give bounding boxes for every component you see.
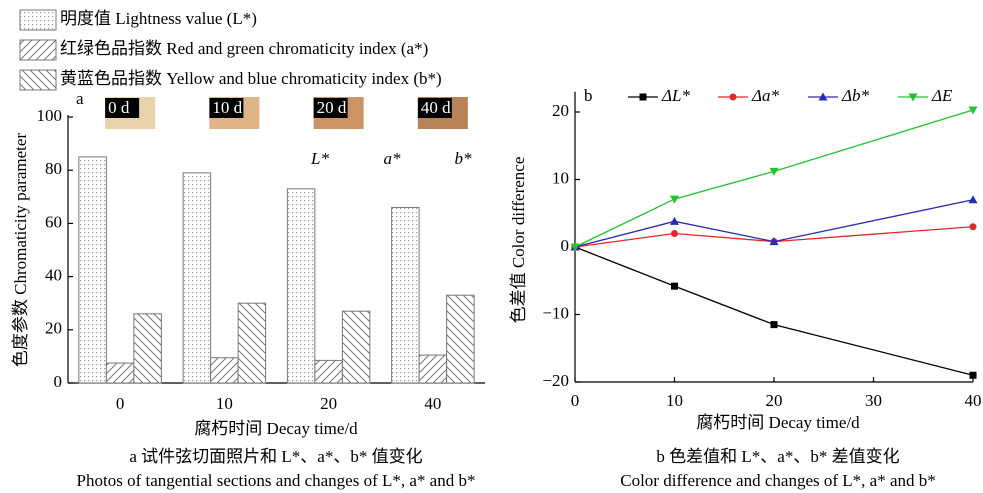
bar — [105, 362, 135, 384]
y-tick-label: −20 — [542, 371, 569, 390]
caption: Photos of tangential sections and change… — [77, 471, 476, 490]
x-tick-label: 0 — [571, 391, 580, 410]
bar — [341, 310, 371, 384]
photo-label-bg — [417, 98, 452, 118]
marker — [570, 243, 580, 252]
y-tick-label: −10 — [542, 303, 569, 322]
y-axis-title: 色差值 Color difference — [509, 157, 528, 324]
bar — [210, 357, 239, 384]
legend-swatch — [19, 9, 57, 31]
bar — [133, 313, 162, 384]
line — [574, 246, 974, 376]
line — [574, 199, 974, 248]
marker — [671, 230, 678, 237]
y-tick-label: 80 — [45, 159, 62, 178]
legend-label: Δa* — [751, 86, 779, 105]
marker — [670, 195, 679, 204]
y-tick-label: 0 — [561, 236, 570, 255]
bar — [237, 302, 267, 384]
bar — [418, 354, 448, 384]
legend-label: Δb* — [841, 86, 869, 105]
caption: b 色差值和 L*、a*、b* 差值变化 — [656, 447, 899, 466]
photo-label: 40 d — [421, 98, 451, 117]
legend-label: ΔE — [931, 86, 953, 105]
legend-label: 明度值 Lightness value (L*) — [60, 9, 257, 28]
marker — [769, 167, 779, 176]
y-tick-label: 0 — [54, 372, 63, 391]
annotation: L* — [310, 149, 329, 168]
marker — [818, 92, 828, 101]
panel-label: b — [584, 86, 593, 105]
x-tick-label: 40 — [424, 394, 441, 413]
y-tick-label: 40 — [45, 266, 62, 285]
marker — [729, 93, 737, 101]
x-axis-title: 腐朽时间 Decay time/d — [194, 419, 358, 438]
photo-label-bg — [209, 98, 244, 118]
y-tick-label: 20 — [552, 101, 569, 120]
bar — [314, 359, 343, 384]
y-tick-label: 60 — [45, 212, 62, 231]
bar — [182, 172, 212, 384]
photo-label: 10 d — [212, 98, 242, 117]
annotation: b* — [455, 149, 473, 168]
x-tick-label: 40 — [965, 391, 982, 410]
marker — [769, 237, 779, 246]
legend-label: ΔL* — [661, 86, 690, 105]
bar — [446, 294, 475, 384]
marker — [639, 93, 647, 101]
line — [574, 109, 974, 248]
photo-label-bg — [105, 98, 140, 118]
x-tick-label: 10 — [666, 391, 683, 410]
y-axis-title: 色度参数 Chromaticity parameter — [11, 133, 30, 367]
legend-label: 黄蓝色品指数 Yellow and blue chromaticity inde… — [60, 69, 442, 88]
y-tick-label: 100 — [37, 106, 63, 125]
marker — [770, 321, 778, 329]
photo-label-bg — [313, 98, 348, 118]
x-tick-label: 10 — [216, 394, 233, 413]
x-axis-title: 腐朽时间 Decay time/d — [696, 413, 860, 432]
panel-label: a — [76, 89, 84, 108]
photo-label: 20 d — [317, 98, 347, 117]
x-tick-label: 30 — [865, 391, 882, 410]
bar — [78, 156, 107, 384]
y-tick-label: 10 — [552, 168, 569, 187]
marker — [968, 195, 978, 204]
caption: a 试件弦切面照片和 L*、a*、b* 值变化 — [129, 447, 422, 466]
caption: Color difference and changes of L*, a* a… — [620, 471, 936, 490]
marker — [908, 93, 918, 102]
x-tick-label: 20 — [320, 394, 337, 413]
y-tick-label: 20 — [45, 319, 62, 338]
x-tick-label: 20 — [766, 391, 783, 410]
photo-label: 0 d — [108, 98, 130, 117]
marker — [670, 216, 679, 225]
legend-label: 红绿色品指数 Red and green chromaticity index … — [60, 39, 428, 58]
marker — [969, 223, 977, 231]
line — [574, 226, 974, 248]
marker — [968, 106, 978, 115]
marker — [969, 371, 977, 379]
marker — [671, 282, 678, 290]
annotation: a* — [384, 149, 402, 168]
bar — [286, 188, 316, 384]
bar — [391, 206, 420, 384]
legend-swatch — [19, 39, 57, 61]
legend-swatch — [19, 69, 57, 91]
x-tick-label: 0 — [116, 394, 125, 413]
